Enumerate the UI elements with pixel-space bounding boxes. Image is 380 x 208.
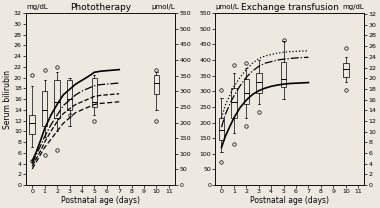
- Text: mg/dL: mg/dL: [343, 4, 364, 10]
- Title: Exchange transfusion: Exchange transfusion: [241, 4, 339, 12]
- Bar: [92, 78, 97, 107]
- Bar: [29, 115, 35, 134]
- Bar: [219, 118, 224, 140]
- X-axis label: Postnatal age (days): Postnatal age (days): [61, 196, 140, 204]
- Bar: [54, 80, 60, 118]
- Bar: [67, 80, 72, 110]
- Text: μmol/L: μmol/L: [151, 4, 175, 10]
- Bar: [244, 79, 249, 104]
- Bar: [231, 88, 237, 118]
- Text: μmol/L: μmol/L: [215, 4, 239, 10]
- X-axis label: Postnatal age (days): Postnatal age (days): [250, 196, 329, 204]
- Title: Phototherapy: Phototherapy: [70, 4, 131, 12]
- Bar: [343, 63, 348, 77]
- Bar: [42, 91, 48, 126]
- Text: mg/dL: mg/dL: [26, 4, 48, 10]
- Bar: [256, 73, 261, 93]
- Bar: [281, 62, 287, 87]
- Y-axis label: Serum bilirubin: Serum bilirubin: [3, 70, 13, 129]
- Bar: [154, 75, 159, 94]
